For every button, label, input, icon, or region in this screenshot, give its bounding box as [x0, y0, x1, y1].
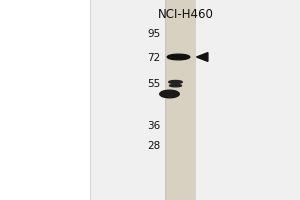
Text: 55: 55: [147, 79, 161, 89]
Text: 72: 72: [147, 53, 161, 63]
Text: NCI-H460: NCI-H460: [158, 7, 214, 21]
Text: 95: 95: [147, 29, 161, 39]
Ellipse shape: [169, 80, 182, 84]
Text: 36: 36: [147, 121, 161, 131]
Bar: [90, 0, 300, 200]
Ellipse shape: [167, 54, 190, 60]
Bar: [165, 0, 195, 200]
Polygon shape: [196, 53, 208, 61]
Ellipse shape: [169, 84, 181, 87]
Ellipse shape: [160, 90, 179, 98]
Text: 28: 28: [147, 141, 161, 151]
